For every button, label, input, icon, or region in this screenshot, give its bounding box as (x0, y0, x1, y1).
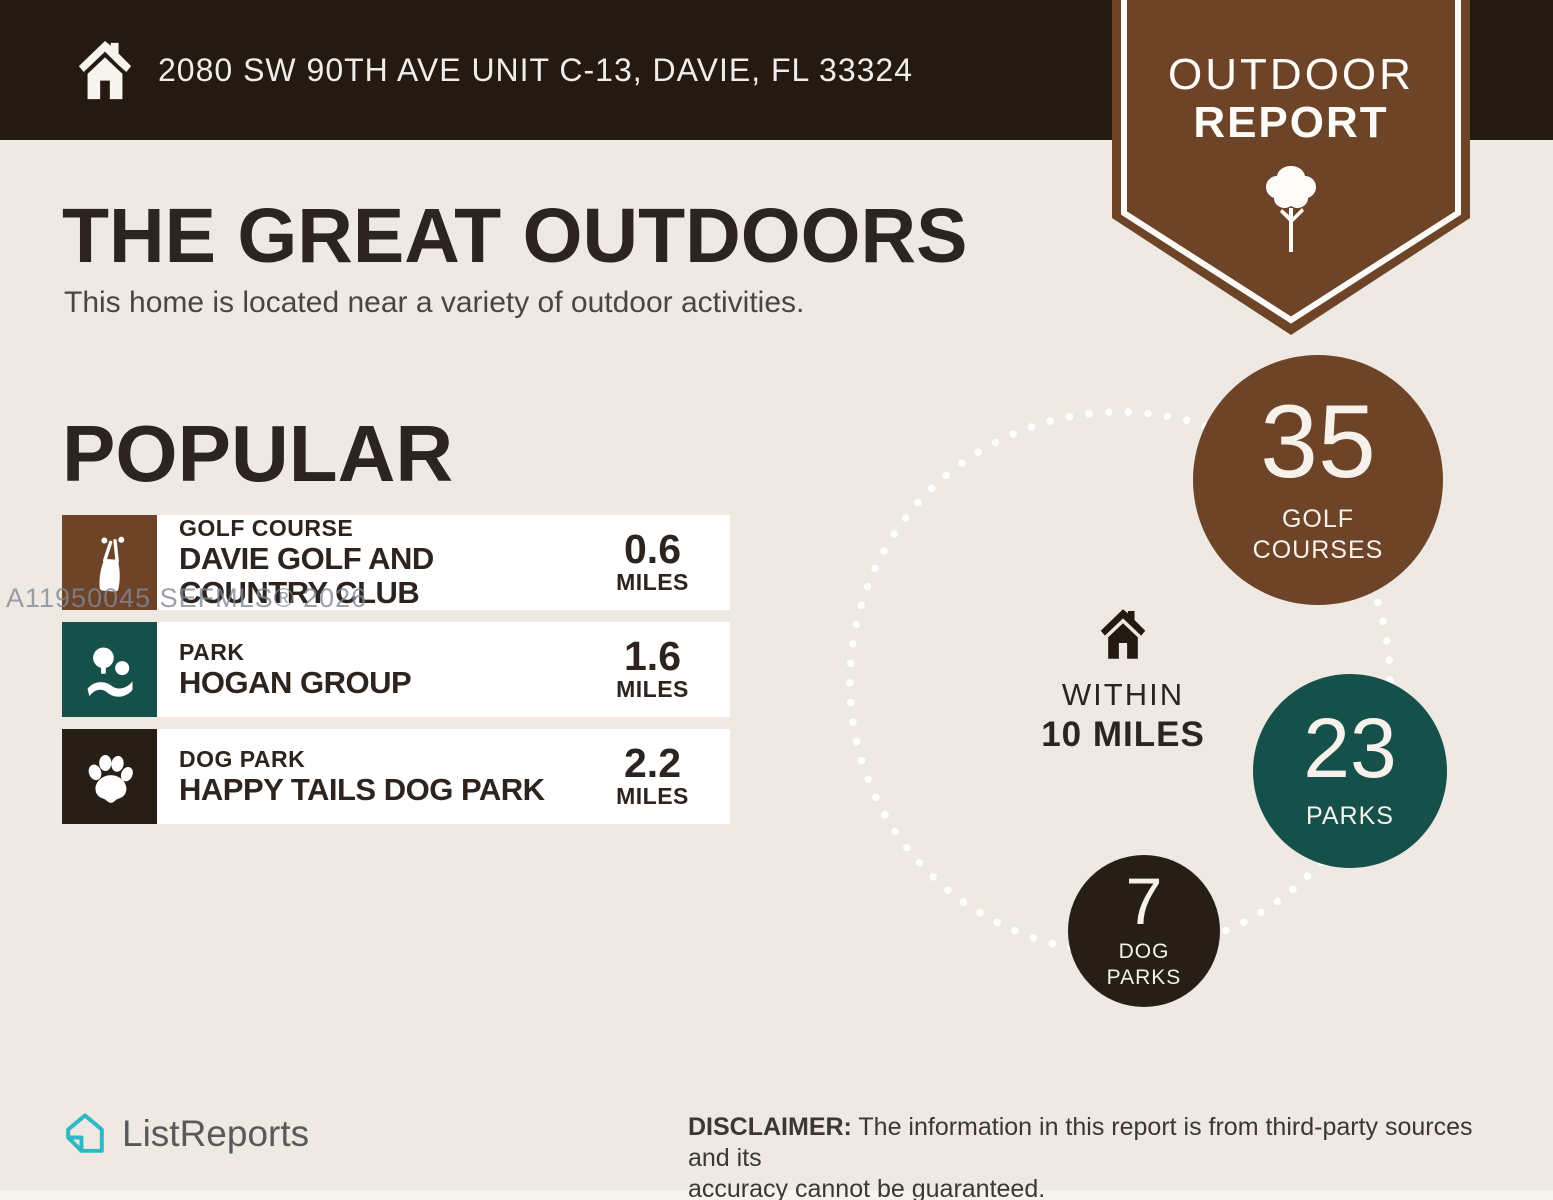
item-name: DAVIE GOLF AND COUNTRY CLUB (179, 541, 434, 610)
brand-name: ListReports (122, 1113, 310, 1154)
item-distance: 1.6 MILES (585, 636, 730, 703)
outdoor-report-badge: OUTDOOR REPORT (1112, 0, 1470, 340)
popular-heading: POPULAR (62, 409, 454, 498)
disclaimer: DISCLAIMER: The information in this repo… (688, 1112, 1518, 1200)
distance-unit: MILES (616, 569, 689, 595)
page-title: THE GREAT OUTDOORS (62, 193, 968, 279)
list-item-dog-park: DOG PARK HAPPY TAILS DOG PARK 2.2 MILES (62, 729, 730, 824)
item-distance: 2.2 MILES (585, 743, 730, 810)
radius-line1: WITHIN (1061, 677, 1185, 712)
item-category: DOG PARK (179, 746, 306, 772)
stat-value: 35 (1260, 384, 1376, 501)
stat-value: 23 (1303, 701, 1397, 796)
distance-value: 2.2 (624, 740, 681, 786)
radius-label: WITHIN 10 MILES (1020, 606, 1226, 755)
disclaimer-line1: The information in this report is from t… (688, 1113, 1473, 1172)
tree-icon (1266, 166, 1316, 252)
page-subtitle: This home is located near a variety of o… (64, 286, 805, 319)
item-category: PARK (179, 639, 245, 665)
bottom-edge-strip (0, 1190, 1553, 1200)
item-category: GOLF COURSE (179, 515, 354, 541)
paw-icon (88, 754, 133, 803)
park-tile (62, 622, 157, 717)
badge-title-line2: REPORT (1193, 98, 1389, 147)
stat-label: DOG PARKS (1106, 940, 1182, 990)
badge-title-line1: OUTDOOR (1168, 50, 1414, 99)
golf-item-body: GOLF COURSE DAVIE GOLF AND COUNTRY CLUB (157, 515, 585, 610)
park-trees-icon (87, 647, 132, 697)
distance-unit: MILES (616, 783, 689, 809)
stat-golf-courses: 35 GOLF COURSES (1193, 355, 1443, 605)
distance-unit: MILES (616, 676, 689, 702)
park-item-body: PARK HOGAN GROUP (157, 622, 585, 717)
golf-bag-icon (98, 536, 124, 592)
stat-dog-parks: 7 DOG PARKS (1068, 855, 1220, 1007)
popular-list: GOLF COURSE DAVIE GOLF AND COUNTRY CLUB … (62, 515, 730, 836)
radius-line2: 10 MILES (1041, 715, 1205, 754)
list-item-golf-course: GOLF COURSE DAVIE GOLF AND COUNTRY CLUB … (62, 515, 730, 610)
disclaimer-label: DISCLAIMER: (688, 1113, 852, 1141)
stat-label: GOLF COURSES (1252, 505, 1384, 565)
listreports-logo-icon (66, 1113, 104, 1153)
distance-value: 1.6 (624, 633, 681, 679)
stat-parks: 23 PARKS (1253, 674, 1447, 868)
disclaimer-line2: accuracy cannot be guaranteed. (688, 1175, 1046, 1200)
stat-value: 7 (1125, 864, 1163, 939)
dog-park-tile (62, 729, 157, 824)
item-name: HAPPY TAILS DOG PARK (179, 772, 545, 807)
item-distance: 0.6 MILES (585, 529, 730, 596)
list-item-park: PARK HOGAN GROUP 1.6 MILES (62, 622, 730, 717)
stat-label: PARKS (1306, 802, 1394, 831)
item-name: HOGAN GROUP (179, 665, 412, 700)
golf-tile (62, 515, 157, 610)
mls-watermark: A11950045 SEFMLS® 2026 (6, 583, 368, 613)
home-icon (78, 40, 132, 100)
property-address: 2080 SW 90TH AVE UNIT C-13, DAVIE, FL 33… (158, 51, 914, 88)
dog-park-item-body: DOG PARK HAPPY TAILS DOG PARK (157, 729, 585, 824)
house-icon (1100, 609, 1146, 659)
distance-value: 0.6 (624, 526, 681, 572)
listreports-brand: ListReports (62, 1110, 309, 1158)
